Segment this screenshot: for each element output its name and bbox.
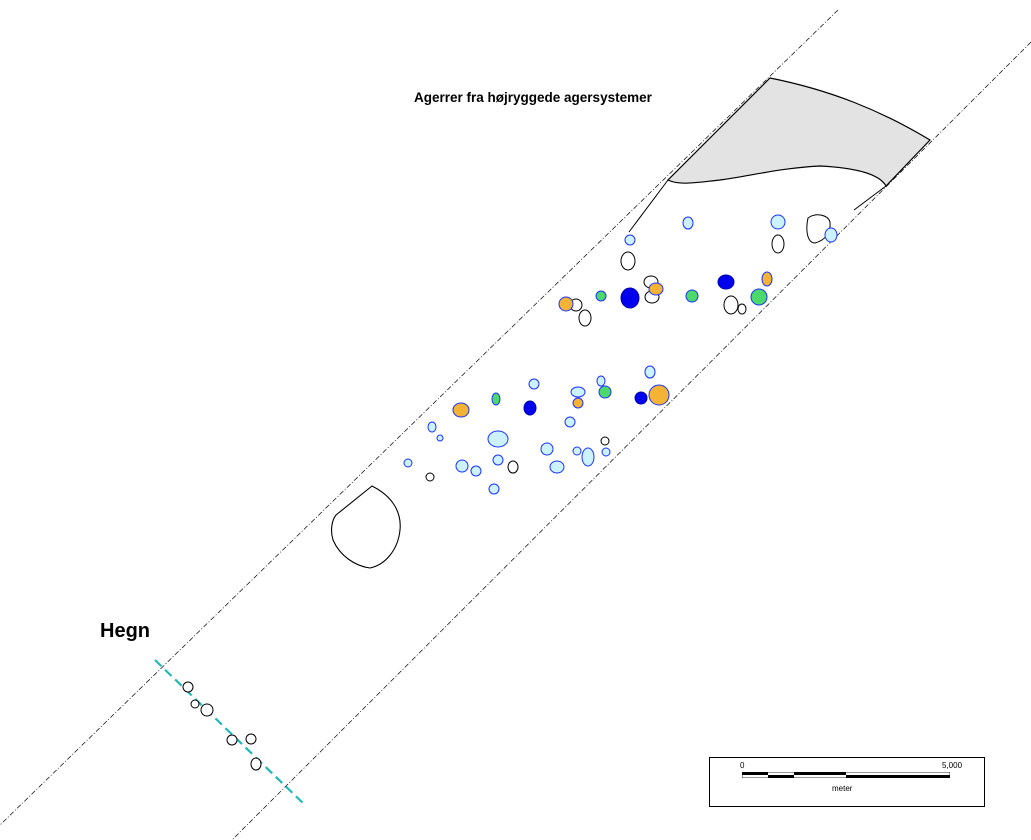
- fence-line: [154, 659, 307, 807]
- field-system-area: [666, 77, 931, 188]
- scale-unit-label: meter: [832, 784, 853, 793]
- scale-bar: 0 5,000 meter: [709, 757, 985, 807]
- trench-edge-south: [231, 41, 1031, 840]
- scale-zero-label: 0: [740, 761, 745, 770]
- postholes-green: [491, 288, 768, 406]
- pit-feature: [331, 485, 401, 569]
- postholes-orange: [452, 271, 773, 418]
- excavation-outline: [628, 179, 887, 233]
- fence-postholes: [182, 681, 262, 771]
- postholes-dark-blue: [523, 274, 735, 416]
- scale-max-label: 5,000: [942, 761, 963, 770]
- postholes-light-blue: [403, 214, 838, 495]
- trench-boundary: [0, 9, 1031, 840]
- postholes-white: [425, 214, 831, 482]
- scale-bar-graphic: [742, 772, 950, 778]
- trench-edge-north: [0, 9, 839, 826]
- fence-label: Hegn: [100, 620, 150, 642]
- field-systems-label: Agerrer fra højryggede agersystemer: [414, 90, 652, 105]
